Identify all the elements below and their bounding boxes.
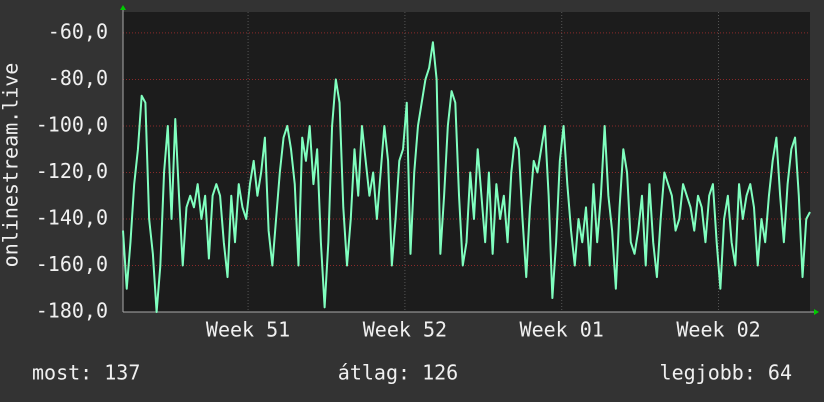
series-line bbox=[122, 41, 811, 313]
y-tick-label: -80,0 bbox=[48, 66, 108, 90]
x-tick-label: Week 01 bbox=[520, 318, 604, 342]
x-tick-label: Week 02 bbox=[676, 318, 760, 342]
axis-arrow bbox=[814, 309, 819, 315]
footer-current: most: 137 bbox=[32, 361, 140, 385]
x-tick-label: Week 52 bbox=[363, 318, 447, 342]
y-axis-title: onlinestream.live bbox=[0, 63, 23, 268]
y-tick-label: -100,0 bbox=[36, 112, 108, 136]
x-tick-label: Week 51 bbox=[206, 318, 290, 342]
y-tick-label: -160,0 bbox=[36, 252, 108, 276]
footer-best: legjobb: 64 bbox=[660, 361, 792, 385]
plot-area bbox=[123, 12, 810, 312]
y-tick-label: -140,0 bbox=[36, 205, 108, 229]
axis-arrow bbox=[120, 5, 126, 10]
y-tick-label: -180,0 bbox=[36, 299, 108, 323]
y-tick-label: -60,0 bbox=[48, 19, 108, 43]
y-tick-label: -120,0 bbox=[36, 159, 108, 183]
footer-average: átlag: 126 bbox=[338, 361, 458, 385]
